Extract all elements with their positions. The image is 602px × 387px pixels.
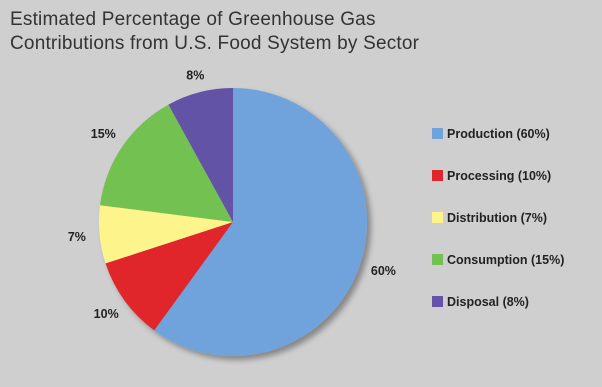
pie-slice-disposal — [168, 88, 233, 222]
legend-swatch-distribution — [432, 212, 443, 223]
legend-swatch-consumption — [432, 254, 443, 265]
chart-title-line-2: Contributions from U.S. Food System by S… — [10, 33, 420, 54]
pie-slice-processing — [105, 222, 233, 331]
legend-swatch-processing — [432, 170, 443, 181]
chart-title-line-1: Estimated Percentage of Greenhouse Gas — [10, 9, 376, 30]
chart-title: Estimated Percentage of Greenhouse Gas C… — [10, 8, 570, 56]
legend: Production (60%) Processing (10%) Distribu… — [432, 127, 564, 309]
slice-label-distribution: 7% — [68, 230, 86, 244]
pie-slices — [99, 88, 368, 357]
slice-label-consumption: 15% — [91, 127, 116, 141]
slice-label-disposal: 8% — [186, 68, 204, 82]
legend-label-distribution: Distribution (7%) — [447, 211, 547, 225]
pie-slice-distribution — [99, 205, 233, 264]
slice-label-production: 60% — [371, 264, 396, 278]
legend-label-processing: Processing (10%) — [447, 169, 551, 183]
pie-slice-consumption — [100, 104, 233, 222]
legend-swatch-production — [432, 128, 443, 139]
legend-label-production: Production (60%) — [447, 127, 550, 141]
pie-slice-labels: 60% 10% 7% 15% 8% — [68, 68, 396, 321]
legend-swatch-disposal — [432, 296, 443, 307]
legend-label-consumption: Consumption (15%) — [447, 253, 564, 267]
legend-label-disposal: Disposal (8%) — [447, 295, 529, 309]
slice-label-processing: 10% — [94, 307, 119, 321]
pie-slice-production — [154, 88, 368, 357]
